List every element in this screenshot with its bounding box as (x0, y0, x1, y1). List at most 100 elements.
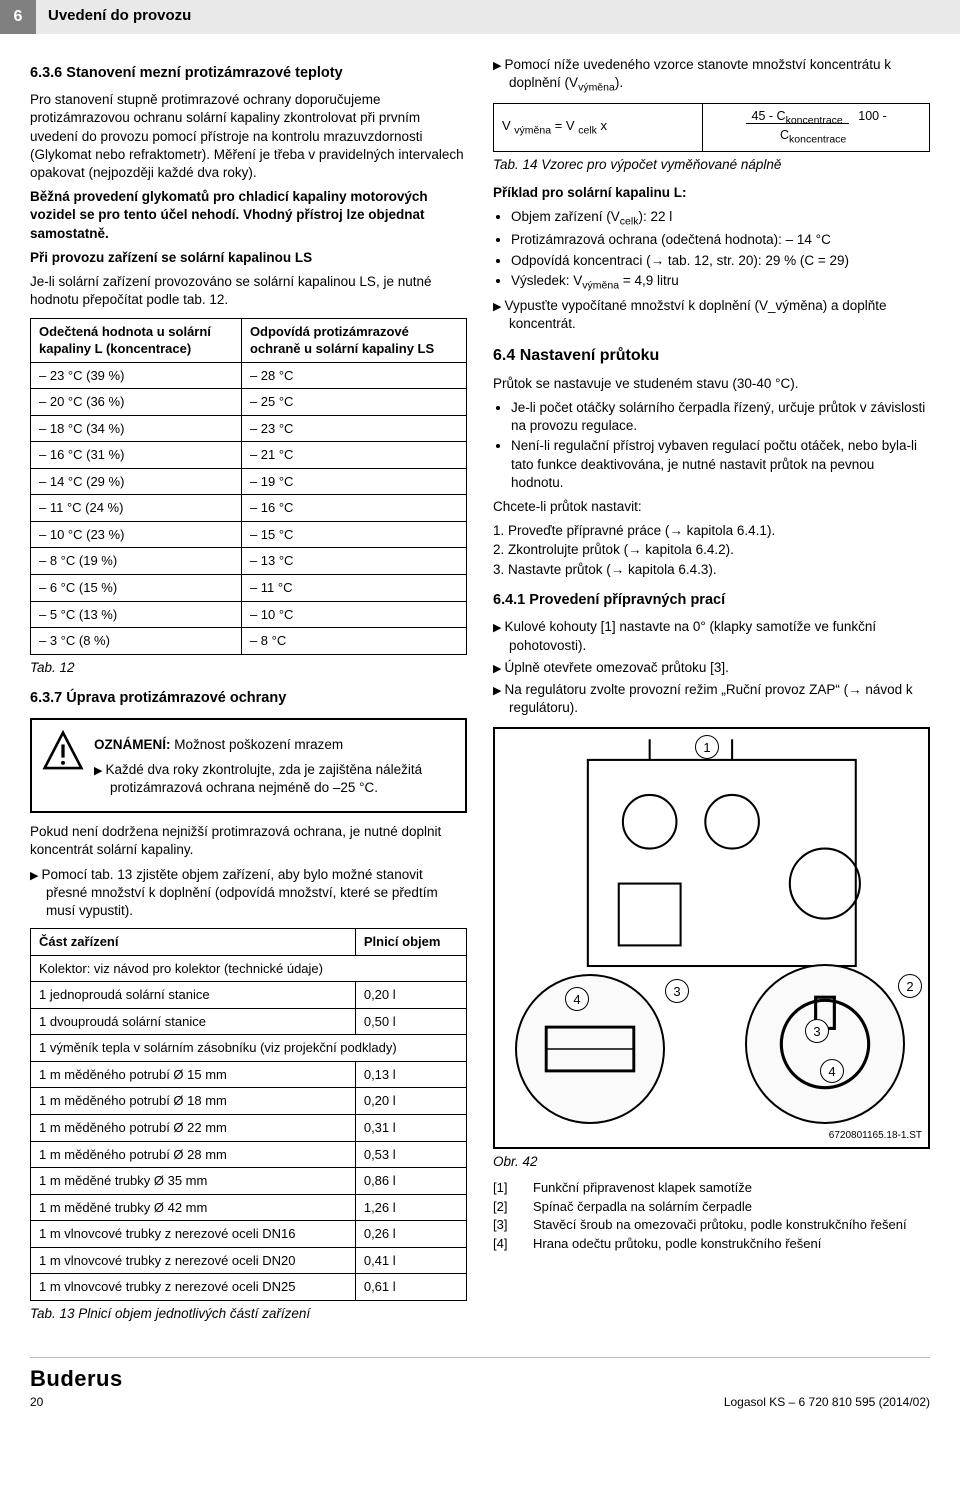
warn-sub: Možnost poškození mrazem (174, 737, 343, 752)
arrow-item: Na regulátoru zvolte provozní režim „Ruč… (493, 681, 930, 717)
td: 1 m měděného potrubí Ø 28 mm (31, 1141, 356, 1168)
td: 0,86 l (355, 1168, 466, 1195)
td: 1 m měděné trubky Ø 42 mm (31, 1194, 356, 1221)
td: – 28 °C (241, 362, 466, 389)
subhead: Při provozu zařízení se solární kapalino… (30, 249, 467, 267)
list-item: Odpovídá koncentraci (→ tab. 12, str. 20… (511, 252, 930, 270)
td: – 8 °C (19 %) (31, 548, 242, 575)
detail-circle (745, 964, 905, 1124)
steps-list: 1. Proveďte přípravné práce (→ kapitola … (493, 522, 930, 579)
td: 1 dvouproudá solární stanice (31, 1008, 356, 1035)
figure-42: 1 2 3 4 3 4 6720801165.18-1.ST (493, 727, 930, 1148)
list-item: Výsledek: Vvýměna = 4,9 litru (511, 272, 930, 293)
td: – 14 °C (29 %) (31, 468, 242, 495)
list-item: Objem zařízení (Vcelk): 22 l (511, 208, 930, 229)
td: – 8 °C (241, 628, 466, 655)
heading-636: 6.3.6 Stanovení mezní protizámrazové tep… (30, 64, 467, 84)
td: – 11 °C (241, 575, 466, 602)
td: 0,20 l (355, 1088, 466, 1115)
formula-table: V výměna = V celk x 45 - Ckoncentrace 10… (493, 103, 930, 152)
fraction: 45 - Ckoncentrace 100 - Ckoncentrace (711, 108, 921, 147)
arrow-item: Vypusťte vypočítané množství k doplnění … (493, 297, 930, 333)
th: Odpovídá protizámrazové ochraně u solárn… (241, 318, 466, 362)
warn-line: OZNÁMENÍ: Možnost poškození mrazem (94, 736, 455, 754)
para: Pokud není dodržena nejnižší protimrazov… (30, 823, 467, 859)
warning-icon (42, 730, 84, 777)
td: 1 jednoproudá solární stanice (31, 982, 356, 1009)
step: 3. Nastavte průtok (→ kapitola 6.4.3). (493, 561, 930, 579)
table-caption: Tab. 14 Vzorec pro výpočet vyměňované ná… (493, 156, 930, 174)
legend-row: [2]Spínač čerpadla na solárním čerpadle (493, 1198, 930, 1216)
table-caption: Tab. 13 Plnicí objem jednotlivých částí … (30, 1305, 467, 1323)
td: – 3 °C (8 %) (31, 628, 242, 655)
figure-caption: Obr. 42 (493, 1153, 930, 1171)
td: 0,61 l (355, 1274, 466, 1301)
td: 0,26 l (355, 1221, 466, 1248)
td: 1 m vlnovcové trubky z nerezové oceli DN… (31, 1274, 356, 1301)
td: 1 m měděného potrubí Ø 15 mm (31, 1061, 356, 1088)
legend-row: [4]Hrana odečtu průtoku, podle konstrukč… (493, 1235, 930, 1253)
sub: koncentrace (786, 114, 843, 126)
t: ). (615, 75, 623, 90)
brand-logo: Buderus (30, 1364, 123, 1394)
t: V (502, 118, 514, 133)
td: Kolektor: viz návod pro kolektor (techni… (31, 955, 467, 982)
td: – 15 °C (241, 521, 466, 548)
t: x (601, 118, 608, 133)
td: 1,26 l (355, 1194, 466, 1221)
heading-637: 6.3.7 Úprava protizámrazové ochrany (30, 689, 467, 709)
td: 1 m měděné trubky Ø 35 mm (31, 1168, 356, 1195)
page-footer: Buderus 20 Logasol KS – 6 720 810 595 (2… (30, 1357, 930, 1410)
footer-pagenum: 20 (30, 1394, 123, 1410)
sub: celk (578, 125, 597, 137)
td: 1 m vlnovcové trubky z nerezové oceli DN… (31, 1247, 356, 1274)
td: – 19 °C (241, 468, 466, 495)
heading-64: 6.4 Nastavení průtoku (493, 345, 930, 367)
sub: koncentrace (789, 134, 846, 146)
td: – 18 °C (34 %) (31, 415, 242, 442)
warn-bullet: Každé dva roky zkontrolujte, zda je zaji… (94, 761, 455, 797)
td: – 5 °C (13 %) (31, 601, 242, 628)
example-list: Objem zařízení (Vcelk): 22 l Protizámrazo… (493, 208, 930, 292)
arrow-item: Kulové kohouty [1] nastavte na 0° (klapk… (493, 618, 930, 654)
para: Je-li solární zařízení provozováno se so… (30, 273, 467, 309)
td: – 16 °C (31 %) (31, 442, 242, 469)
sub: výměna (514, 125, 551, 137)
figure-legend: [1]Funkční připravenost klapek samotíže[… (493, 1179, 930, 1252)
legend-row: [3]Stavěcí šroub na omezovači průtoku, p… (493, 1216, 930, 1234)
table-12: Odečtená hodnota u solární kapaliny L (k… (30, 318, 467, 655)
para: Chcete-li průtok nastavit: (493, 498, 930, 516)
th: Odečtená hodnota u solární kapaliny L (k… (31, 318, 242, 362)
th: Část zařízení (31, 929, 356, 956)
td: – 11 °C (24 %) (31, 495, 242, 522)
list-item: Protizámrazová ochrana (odečtená hodnota… (511, 231, 930, 249)
td: – 10 °C (241, 601, 466, 628)
t: 45 - C (752, 109, 786, 123)
td: 1 m vlnovcové trubky z nerezové oceli DN… (31, 1221, 356, 1248)
legend-row: [1]Funkční připravenost klapek samotíže (493, 1179, 930, 1197)
td: 0,41 l (355, 1247, 466, 1274)
step: 2. Zkontrolujte průtok (→ kapitola 6.4.2… (493, 541, 930, 559)
heading-641: 6.4.1 Provedení přípravných prací (493, 591, 930, 611)
arrow-item: Pomocí níže uvedeného vzorce stanovte mn… (493, 56, 930, 95)
para: Průtok se nastavuje ve studeném stavu (3… (493, 375, 930, 393)
td: 0,13 l (355, 1061, 466, 1088)
arrow-item: Úplně otevřete omezovač průtoku [3]. (493, 659, 930, 677)
table-13: Část zařízení Plnicí objem Kolektor: viz… (30, 928, 467, 1301)
td: – 20 °C (36 %) (31, 389, 242, 416)
left-column: 6.3.6 Stanovení mezní protizámrazové tep… (30, 52, 467, 1333)
step: 1. Proveďte přípravné práce (→ kapitola … (493, 522, 930, 540)
t: = V (555, 118, 579, 133)
td: 1 m měděného potrubí Ø 22 mm (31, 1115, 356, 1142)
td: – 23 °C (241, 415, 466, 442)
right-column: Pomocí níže uvedeného vzorce stanovte mn… (493, 52, 930, 1333)
td: – 13 °C (241, 548, 466, 575)
detail-circle (515, 974, 665, 1124)
sub: výměna (578, 82, 615, 94)
example-head: Příklad pro solární kapalinu L: (493, 184, 930, 202)
td: 0,50 l (355, 1008, 466, 1035)
td: – 23 °C (39 %) (31, 362, 242, 389)
para-bold: Běžná provedení glykomatů pro chladicí k… (30, 189, 428, 240)
footer-docid: Logasol KS – 6 720 810 595 (2014/02) (724, 1394, 930, 1410)
td: – 21 °C (241, 442, 466, 469)
